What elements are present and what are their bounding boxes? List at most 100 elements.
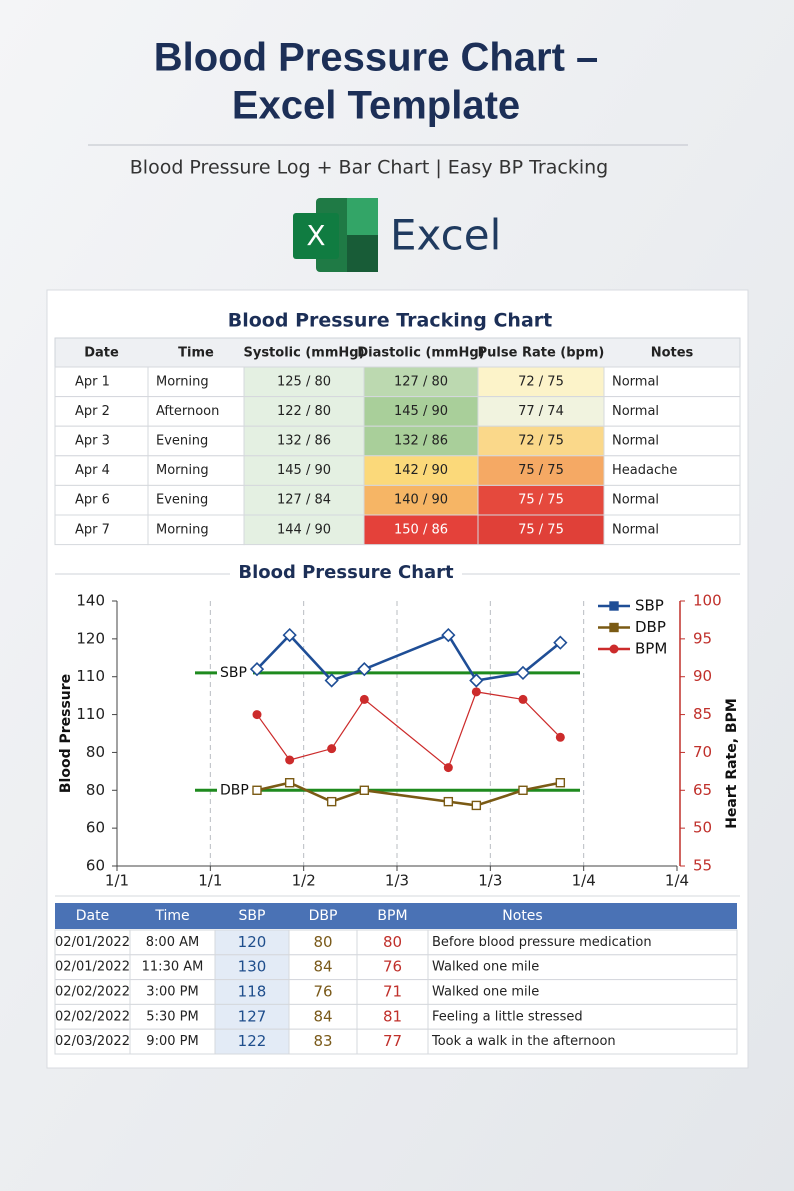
log-cell-text: Took a walk in the afternoon [431, 1034, 616, 1049]
table-cell-text: 72 / 75 [518, 434, 564, 449]
table-cell-text: 150 / 86 [394, 522, 448, 537]
table-cell-text: Evening [156, 493, 208, 508]
table-cell-text: Afternoon [156, 404, 219, 419]
data-point [252, 785, 262, 795]
log-cell [129, 1028, 216, 1055]
x-tick-label: 1/4 [572, 872, 596, 890]
log-header-bg [55, 903, 737, 929]
log-cell-text: 83 [313, 1032, 332, 1050]
table-cell-text: Apr 3 [75, 434, 110, 449]
table-cell [363, 396, 479, 427]
table-cell [477, 455, 605, 486]
log-cell-text: 71 [383, 983, 402, 1001]
table-cell-text: 125 / 80 [277, 374, 331, 389]
log-cell-text: 118 [238, 983, 267, 1001]
log-cell-text: Walked one mile [432, 960, 539, 975]
log-cell-text: Walked one mile [432, 985, 539, 1000]
data-point [282, 627, 297, 643]
table-cell-text: 75 / 75 [518, 463, 564, 478]
log-cell-text: 3:00 PM [146, 985, 198, 1000]
log-cell [427, 1028, 738, 1055]
legend-marker [609, 622, 619, 633]
page-title: Excel Template [232, 84, 520, 128]
table-header: Pulse Rate (bpm) [478, 346, 605, 361]
page-title: Blood Pressure Chart – [154, 36, 599, 80]
log-cell [54, 954, 131, 981]
log-cell-text: Before blood pressure medication [432, 935, 652, 950]
data-point [285, 755, 295, 765]
table-cell [603, 514, 741, 546]
series-line [256, 633, 562, 683]
data-point [326, 796, 337, 807]
log-cell-text: 84 [313, 1007, 332, 1025]
data-point [284, 778, 295, 788]
log-cell [214, 979, 290, 1005]
table-cell [363, 484, 479, 516]
table-header: Time [178, 346, 214, 361]
table-cell [477, 514, 605, 546]
data-point [441, 627, 456, 643]
y2-tick-label: 65 [693, 781, 712, 799]
table-cell-text: Apr 7 [75, 522, 110, 537]
table-cell-text: 145 / 90 [277, 463, 331, 478]
log-header: Notes [502, 908, 542, 924]
y-axis-label: Blood Pressure [58, 674, 74, 793]
legend-label: BPM [635, 640, 667, 658]
log-cell [288, 979, 358, 1005]
reference-label: SBP [220, 665, 247, 681]
data-point [518, 785, 528, 795]
data-point [555, 778, 566, 788]
y-tick-label: 60 [86, 857, 105, 875]
table-cell-text: 142 / 90 [394, 463, 448, 478]
data-point [518, 694, 528, 704]
table-cell-text: 144 / 90 [277, 522, 331, 537]
log-cell [54, 929, 131, 956]
y2-tick-label: 55 [693, 857, 712, 875]
log-cell-text: 81 [383, 1007, 402, 1025]
series-line [256, 691, 561, 769]
log-cell-text: 02/01/2022 [55, 960, 130, 975]
log-header: SBP [239, 908, 266, 924]
table-cell-text: Normal [612, 522, 659, 537]
x-tick-label: 1/1 [105, 872, 129, 890]
log-cell-text: 9:00 PM [146, 1034, 198, 1049]
excel-logo-tile [347, 198, 378, 235]
table-cell-text: Normal [612, 404, 659, 419]
data-point [555, 732, 565, 742]
log-cell-text: 02/02/2022 [55, 985, 130, 1000]
table-title: Blood Pressure Tracking Chart [228, 310, 552, 332]
data-point [357, 662, 372, 677]
data-point [359, 694, 369, 704]
legend-label: SBP [635, 597, 664, 615]
y-tick-label: 120 [76, 629, 105, 647]
table-cell [363, 514, 479, 546]
table-cell [363, 425, 479, 457]
table-cell [477, 366, 605, 398]
legend-label: DBP [635, 618, 666, 636]
table-cell-text: Apr 6 [75, 493, 110, 508]
data-point [515, 665, 531, 681]
x-tick-label: 1/1 [198, 872, 222, 890]
table-cell [147, 514, 245, 546]
table-cell [54, 455, 149, 486]
table-cell-text: Apr 4 [75, 463, 110, 478]
log-cell-text: 77 [383, 1032, 402, 1050]
data-point [471, 800, 482, 811]
log-cell [288, 954, 358, 981]
y2-tick-label: 50 [693, 819, 712, 837]
table-cell [243, 396, 365, 427]
y-tick-label: 140 [76, 592, 105, 610]
log-cell-text: 02/01/2022 [55, 935, 130, 950]
log-header: Date [76, 908, 109, 924]
log-cell [356, 1028, 429, 1055]
log-cell [427, 979, 738, 1005]
log-cell-text: 5:30 PM [146, 1009, 198, 1024]
table-cell-text: 72 / 75 [518, 374, 564, 389]
log-cell-text: 11:30 AM [142, 960, 204, 975]
log-cell-text: 02/02/2022 [55, 1009, 130, 1024]
table-cell-text: Headache [612, 463, 677, 478]
excel-logo-front [293, 213, 339, 259]
table-header: Notes [651, 346, 694, 361]
table-cell [603, 425, 741, 457]
